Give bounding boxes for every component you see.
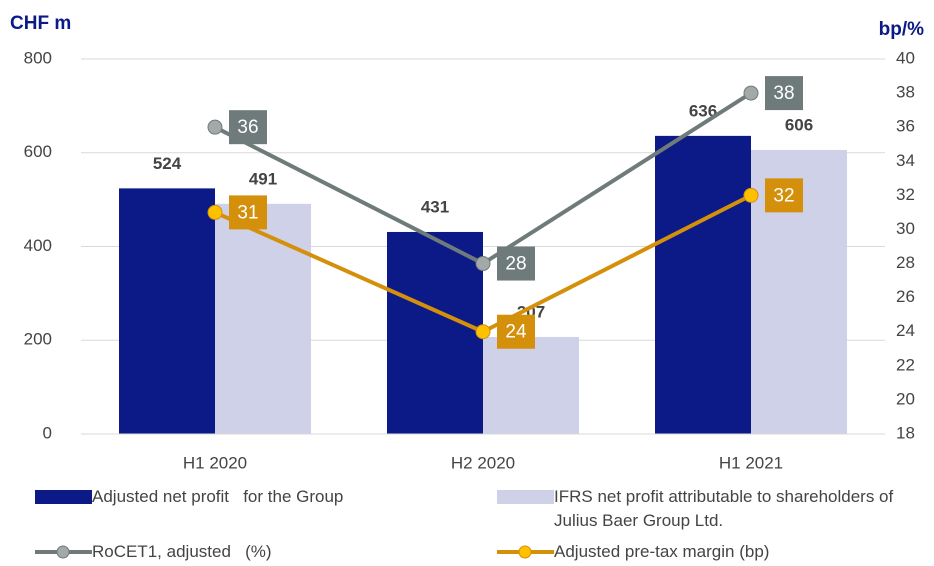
line-value-label: 32 (773, 185, 794, 206)
legend-swatch (497, 490, 554, 504)
line-marker (475, 324, 491, 340)
line-label-box (229, 195, 267, 230)
y2-tick-label: 28 (896, 253, 915, 272)
line-value-label: 24 (505, 322, 527, 343)
y2-tick-label: 38 (896, 83, 915, 102)
legend-swatch-marker (518, 545, 532, 559)
line-label-box (497, 246, 535, 281)
line-marker (207, 119, 223, 135)
bar-value-label: 431 (421, 197, 449, 216)
legend-label: IFRS net profit attributable to sharehol… (554, 487, 898, 530)
legend-label: Adjusted net profit for the Group (92, 487, 344, 506)
bar-value-label: 524 (153, 154, 182, 173)
y2-tick-label: 18 (896, 423, 915, 442)
y2-tick-label: 32 (896, 185, 915, 204)
y2-tick-label: 26 (896, 287, 915, 306)
legend-swatch-marker (56, 545, 70, 559)
y2-tick-label: 30 (896, 219, 915, 238)
y-tick-label: 800 (24, 48, 52, 67)
line-value-label: 36 (237, 117, 258, 138)
line-marker (475, 256, 491, 272)
bar-value-label: 491 (249, 169, 277, 188)
line-value-label: 31 (237, 202, 258, 223)
y2-tick-label: 36 (896, 117, 915, 136)
y2-tick-label: 34 (896, 151, 915, 170)
line-marker (207, 204, 223, 220)
y2-tick-label: 20 (896, 389, 915, 408)
bar (387, 231, 483, 434)
y2-tick-label: 22 (896, 355, 915, 374)
y-tick-label: 600 (24, 142, 52, 161)
bar (119, 188, 215, 434)
x-tick-label: H1 2021 (719, 453, 783, 472)
y2-tick-label: 40 (896, 48, 915, 67)
bar (483, 336, 579, 434)
bar (655, 135, 751, 434)
y2-axis-title: bp/% (879, 19, 924, 40)
y-axis-title: CHF m (10, 13, 71, 34)
bar-value-label: 636 (689, 101, 717, 120)
line-marker (743, 187, 759, 203)
y-tick-label: 0 (43, 423, 52, 442)
line-label-box (765, 178, 803, 213)
line-value-label: 38 (773, 83, 794, 104)
bar (215, 203, 311, 434)
y-tick-label: 200 (24, 330, 52, 349)
bar-value-label: 606 (785, 115, 813, 134)
x-tick-label: H2 2020 (451, 453, 515, 472)
line-marker (743, 85, 759, 101)
line-label-box (229, 110, 267, 145)
y-tick-label: 400 (24, 236, 52, 255)
line-label-box (765, 76, 803, 111)
legend-label: RoCET1, adjusted (%) (92, 542, 272, 561)
legend-label: Adjusted pre-tax margin (bp) (554, 542, 770, 561)
legend-swatch (35, 490, 92, 504)
y2-tick-label: 24 (896, 321, 915, 340)
line-label-box (497, 314, 535, 349)
x-tick-label: H1 2020 (183, 453, 247, 472)
line-value-label: 28 (505, 254, 526, 275)
